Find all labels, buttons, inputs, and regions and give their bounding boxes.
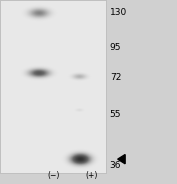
Text: (+): (+) [86, 171, 98, 180]
Text: (−): (−) [47, 171, 59, 180]
Text: 36: 36 [110, 161, 121, 170]
Text: 55: 55 [110, 110, 121, 118]
Polygon shape [118, 155, 125, 164]
Text: 72: 72 [110, 73, 121, 82]
FancyBboxPatch shape [0, 0, 106, 173]
Text: 95: 95 [110, 43, 121, 52]
Text: 130: 130 [110, 8, 127, 17]
